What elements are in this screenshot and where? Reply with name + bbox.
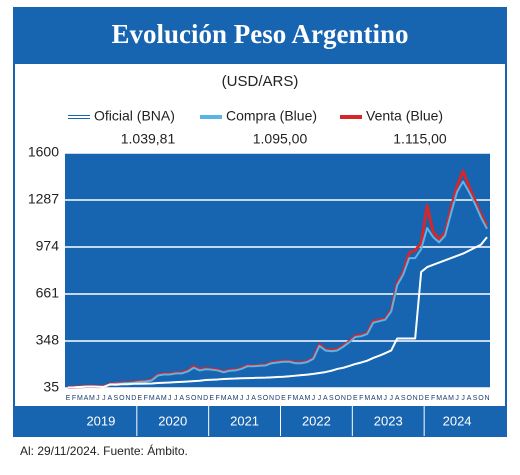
x-tick-label: A <box>323 395 328 402</box>
latest-value: 1.115,00 <box>393 131 447 147</box>
x-tick-label: D <box>131 395 136 402</box>
plot-area <box>65 153 490 388</box>
subtitle: (USD/ARS) <box>222 73 299 90</box>
x-tick-label: A <box>155 395 160 402</box>
x-tick-label: N <box>269 395 274 402</box>
x-tick-label: M <box>89 395 95 402</box>
x-tick-label: M <box>77 395 83 402</box>
x-tick-label: M <box>161 395 167 402</box>
x-tick-label: J <box>461 395 465 402</box>
latest-value: 1.095,00 <box>253 131 308 147</box>
series-line <box>67 236 488 389</box>
x-tick-label: M <box>436 395 442 402</box>
x-tick-label: E <box>137 395 142 402</box>
x-tick-label: J <box>455 395 459 402</box>
x-tick-label: F <box>287 395 291 402</box>
x-tick-label: J <box>96 395 100 402</box>
x-tick-label: A <box>84 395 89 402</box>
x-tick-label: E <box>425 395 430 402</box>
y-tick-label: 348 <box>36 332 60 348</box>
x-tick-label: J <box>174 395 178 402</box>
x-tick-label: F <box>144 395 148 402</box>
x-tick-label: E <box>281 395 286 402</box>
chart-title: Evolución Peso Argentino <box>111 19 408 49</box>
y-tick-label: 1287 <box>28 191 59 207</box>
x-tick-label: S <box>329 395 334 402</box>
x-tick-label: F <box>359 395 363 402</box>
x-tick-label: S <box>473 395 478 402</box>
x-tick-label: J <box>240 395 244 402</box>
x-tick-label: E <box>209 395 214 402</box>
x-tick-label: A <box>371 395 376 402</box>
x-tick-label: D <box>419 395 424 402</box>
x-tick-label: J <box>318 395 322 402</box>
y-tick-label: 974 <box>36 238 60 254</box>
x-tick-label: A <box>179 395 184 402</box>
x-tick-label: J <box>312 395 316 402</box>
series-line <box>67 180 488 389</box>
x-tick-label: E <box>66 395 71 402</box>
year-label: 2023 <box>374 413 403 428</box>
x-tick-label: E <box>353 395 358 402</box>
x-tick-label: F <box>72 395 76 402</box>
x-tick-label: A <box>467 395 472 402</box>
legend-label: Venta (Blue) <box>366 108 443 124</box>
x-tick-label: N <box>341 395 346 402</box>
x-tick-label: J <box>383 395 387 402</box>
x-tick-label: N <box>197 395 202 402</box>
x-tick-label: N <box>413 395 418 402</box>
x-tick-label: M <box>233 395 239 402</box>
x-tick-label: M <box>293 395 299 402</box>
latest-value: 1.039,81 <box>121 131 176 147</box>
x-tick-label: M <box>364 395 370 402</box>
x-tick-label: M <box>221 395 227 402</box>
x-tick-label: O <box>406 395 412 402</box>
x-tick-label: A <box>395 395 400 402</box>
x-tick-label: O <box>478 395 484 402</box>
x-tick-label: J <box>102 395 106 402</box>
x-tick-label: N <box>125 395 130 402</box>
y-tick-label: 661 <box>36 285 60 301</box>
x-tick-label: M <box>305 395 311 402</box>
y-tick-label: 35 <box>43 379 59 395</box>
year-label: 2024 <box>443 413 472 428</box>
year-label: 2022 <box>302 413 331 428</box>
legend-label: Oficial (BNA) <box>94 108 175 124</box>
year-label: 2021 <box>230 413 259 428</box>
x-tick-label: S <box>185 395 190 402</box>
x-tick-label: F <box>216 395 220 402</box>
footer: Al: 29/11/2024. Fuente: Ámbito. <box>20 443 188 458</box>
x-tick-label: O <box>335 395 341 402</box>
title-bar <box>14 8 506 64</box>
x-tick-label: A <box>108 395 113 402</box>
x-tick-label: A <box>299 395 304 402</box>
x-tick-label: D <box>203 395 208 402</box>
x-tick-label: O <box>119 395 125 402</box>
x-tick-label: A <box>251 395 256 402</box>
x-tick-label: J <box>389 395 393 402</box>
x-tick-label: D <box>275 395 280 402</box>
x-tick-label: M <box>149 395 155 402</box>
x-tick-label: S <box>114 395 119 402</box>
x-tick-label: S <box>401 395 406 402</box>
x-tick-label: J <box>246 395 250 402</box>
x-tick-label: S <box>257 395 262 402</box>
x-tick-label: O <box>263 395 269 402</box>
year-label: 2020 <box>158 413 187 428</box>
x-tick-label: N <box>484 395 489 402</box>
x-tick-label: A <box>443 395 448 402</box>
legend-label: Compra (Blue) <box>226 108 317 124</box>
x-tick-label: J <box>168 395 172 402</box>
y-tick-label: 1600 <box>28 144 59 160</box>
x-tick-label: F <box>431 395 435 402</box>
x-tick-label: O <box>191 395 197 402</box>
x-tick-label: M <box>376 395 382 402</box>
x-tick-label: D <box>347 395 352 402</box>
x-tick-label: A <box>227 395 232 402</box>
year-label: 2019 <box>86 413 115 428</box>
x-tick-label: M <box>448 395 454 402</box>
